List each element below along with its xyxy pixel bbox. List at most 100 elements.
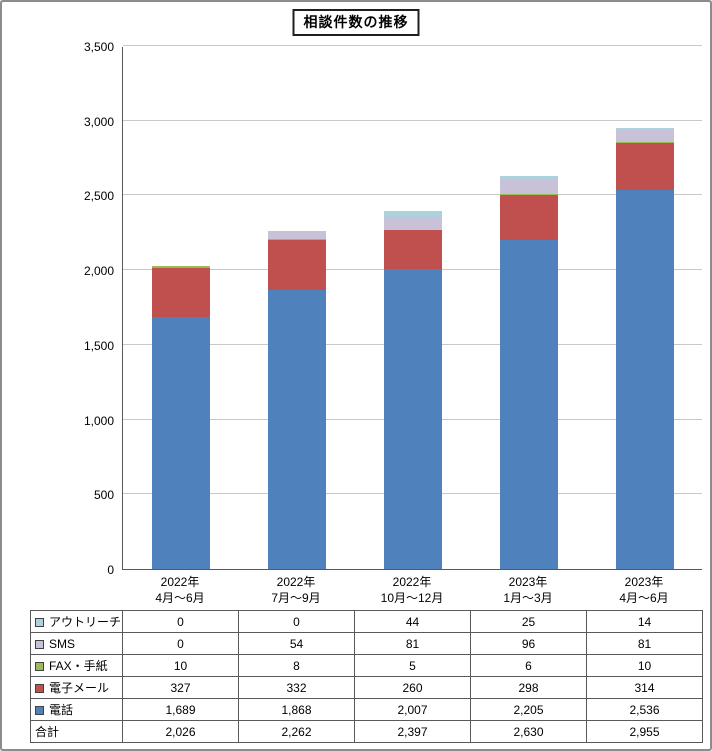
x-category-label: 2022年 7月～9月 <box>238 574 354 606</box>
value-cell: 14 <box>586 610 703 633</box>
stacked-bar <box>500 176 558 569</box>
bar-segment-phone <box>384 269 442 569</box>
series-label-cell-sms: SMS <box>30 632 123 655</box>
bar-segment-email <box>152 267 210 317</box>
gridline <box>123 119 702 121</box>
bar-column <box>123 47 239 569</box>
table-row-email: 電子メール 327 332 260 298 314 <box>30 676 703 699</box>
y-tick-label: 2,500 <box>83 189 114 204</box>
bar-segment-fax-letter <box>152 266 210 268</box>
series-name: 電子メール <box>49 681 110 695</box>
x-category-label: 2022年 4月～6月 <box>122 574 238 606</box>
x-axis-labels: 2022年 4月～6月 2022年 7月～9月 2022年 10月～12月 2023年 1月～… <box>122 574 702 606</box>
y-tick-label: 500 <box>93 488 114 503</box>
value-cell: 332 <box>238 676 355 699</box>
bar-segment-fax-letter <box>268 239 326 241</box>
value-cell: 10 <box>586 654 703 677</box>
bar-column <box>587 47 703 569</box>
series-name: SMS <box>49 636 76 651</box>
value-cell: 0 <box>122 632 239 655</box>
value-cell: 54 <box>238 632 355 655</box>
bar-segment-sms <box>268 231 326 240</box>
series-label-cell-email: 電子メール <box>30 676 123 699</box>
bar-column <box>471 47 587 569</box>
legend-swatch-phone <box>35 706 44 715</box>
value-cell: 298 <box>470 676 587 699</box>
series-label-cell-total: 合計 <box>30 720 123 743</box>
bar-segment-phone <box>152 316 210 569</box>
y-tick-label: 2,000 <box>83 264 114 279</box>
bar-column <box>355 47 471 569</box>
x-category-label: 2022年 10月～12月 <box>354 574 470 606</box>
x-category-label-line: 4月～6月 <box>619 591 669 605</box>
x-category-label-line: 2022年 <box>392 575 432 589</box>
x-category-label-line: 2022年 <box>276 575 316 589</box>
bar-segment-fax-letter <box>616 141 674 144</box>
value-cell: 260 <box>354 676 471 699</box>
legend-swatch-fax-letter <box>35 662 44 671</box>
value-cell: 81 <box>586 632 703 655</box>
value-cell: 314 <box>586 676 703 699</box>
value-cell: 2,205 <box>470 698 587 721</box>
series-label-cell-fax-letter: FAX・手紙 <box>30 654 123 677</box>
x-category-label-line: 1月～3月 <box>503 591 553 605</box>
series-label-cell-outreach: アウトリーチ <box>30 610 123 633</box>
bar-segment-fax-letter <box>384 229 442 231</box>
series-name: アウトリーチ <box>49 615 122 629</box>
gridline <box>123 45 702 46</box>
x-category-label: 2023年 4月～6月 <box>586 574 702 606</box>
value-cell: 327 <box>122 676 239 699</box>
bar-segment-phone <box>616 190 674 569</box>
value-cell: 1,868 <box>238 698 355 721</box>
x-category-label-line: 7月～9月 <box>271 591 321 605</box>
y-tick-label: 0 <box>107 563 114 577</box>
stacked-bar <box>384 210 442 569</box>
y-tick-label: 3,500 <box>83 40 114 54</box>
x-category-label-line: 10月～12月 <box>380 591 444 605</box>
x-category-label-line: 2023年 <box>508 575 548 589</box>
series-label-cell-phone: 電話 <box>30 698 123 721</box>
x-category-label-line: 4月～6月 <box>155 591 205 605</box>
bar-segment-phone <box>500 239 558 569</box>
value-cell: 2,397 <box>354 720 471 743</box>
bar-segment-sms <box>500 179 558 195</box>
table-row-fax-letter: FAX・手紙 10 8 5 6 10 <box>30 654 703 677</box>
bar-segment-fax-letter <box>500 194 558 195</box>
plot-area <box>122 45 703 570</box>
legend-swatch-sms <box>35 639 44 649</box>
y-tick-label: 1,500 <box>83 338 114 353</box>
value-cell: 2,955 <box>586 720 703 743</box>
bar-segment-phone <box>268 289 326 569</box>
bar-segment-sms <box>616 129 674 142</box>
data-table: アウトリーチ 0 0 44 25 14 SMS 0 54 81 96 81 FAX・手紙 10 8 5 6 10 電… <box>30 610 703 743</box>
legend-swatch-email <box>35 684 44 693</box>
stacked-bar <box>616 127 674 569</box>
value-cell: 0 <box>238 610 355 633</box>
value-cell: 2,536 <box>586 698 703 721</box>
series-name: 合計 <box>35 725 60 739</box>
value-cell: 6 <box>470 654 587 677</box>
y-tick-label: 1,000 <box>83 413 114 428</box>
bar-segment-email <box>384 230 442 270</box>
series-name: 電話 <box>49 703 74 717</box>
stacked-bar <box>152 266 210 569</box>
data-table-body: アウトリーチ 0 0 44 25 14 SMS 0 54 81 96 81 FAX・手紙 10 8 5 6 10 電… <box>30 610 703 743</box>
bar-segment-outreach <box>616 127 674 130</box>
stacked-bar <box>268 231 326 569</box>
value-cell: 81 <box>354 632 471 655</box>
table-row-total: 合計 2,026 2,262 2,397 2,630 2,955 <box>30 720 703 743</box>
value-cell: 5 <box>354 654 471 677</box>
bar-column <box>239 47 355 569</box>
chart-title: 相談件数の推移 <box>292 9 420 36</box>
value-cell: 2,026 <box>122 720 239 743</box>
bar-segment-email <box>616 143 674 191</box>
value-cell: 1,689 <box>122 698 239 721</box>
table-row-phone: 電話 1,689 1,868 2,007 2,205 2,536 <box>30 698 703 721</box>
bar-segment-email <box>500 195 558 240</box>
value-cell: 8 <box>238 654 355 677</box>
value-cell: 0 <box>122 610 239 633</box>
table-row-outreach: アウトリーチ 0 0 44 25 14 <box>30 610 703 633</box>
gridline <box>123 194 702 196</box>
series-name: FAX・手紙 <box>49 659 108 673</box>
